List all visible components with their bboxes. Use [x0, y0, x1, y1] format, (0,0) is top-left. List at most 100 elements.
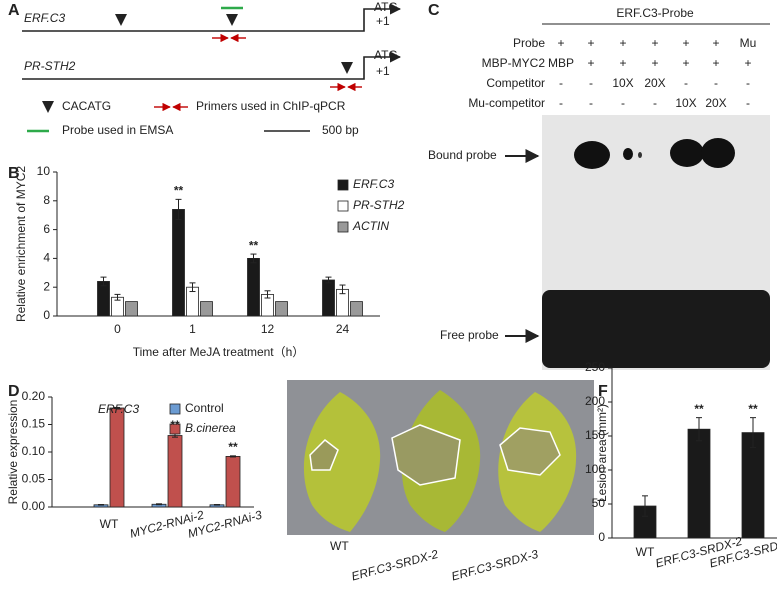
panel-label: B	[8, 165, 20, 182]
legend-label: ACTIN	[352, 219, 389, 233]
row-cell: -	[589, 76, 593, 90]
error-bar	[175, 198, 182, 221]
y-tick-label: 10	[37, 164, 51, 178]
row-cell: -	[589, 96, 593, 110]
row-cell: 10X	[612, 76, 633, 90]
annotation: **	[228, 440, 238, 454]
row-label: Probe	[513, 36, 545, 50]
gene-line	[22, 51, 402, 80]
legend-label: ERF.C3	[353, 177, 394, 191]
error-bar	[750, 417, 756, 449]
y-tick-label: 0.10	[22, 444, 46, 458]
bar	[97, 281, 110, 317]
error-bar	[156, 503, 162, 506]
row-cell: +	[557, 36, 564, 50]
chart-title: ERF.C3	[98, 402, 139, 416]
error-bar	[114, 293, 121, 301]
row-cell: +	[619, 56, 626, 70]
row-cell: +	[651, 56, 658, 70]
y-tick-label: 250	[585, 360, 605, 374]
y-tick-label: 0.15	[22, 417, 46, 431]
annotation: **	[694, 402, 704, 416]
error-bar	[214, 504, 220, 506]
error-bar	[325, 276, 332, 284]
bar	[172, 209, 185, 317]
tss: +1	[376, 14, 390, 28]
legend-text: 500 bp	[322, 123, 359, 137]
legend-label: PR-STH2	[353, 198, 405, 212]
genotype-label: ERF.C3-SRDX-2	[350, 547, 440, 584]
x-tick-label: WT	[100, 517, 119, 531]
panel-c: ERF.C3-Probe Bound probe Free probe Prob…	[428, 6, 770, 370]
bar	[275, 301, 288, 317]
row-cell: +	[682, 56, 689, 70]
panel-label: C	[428, 2, 440, 19]
band	[638, 152, 642, 158]
bar	[322, 279, 335, 317]
x-tick-label: 24	[336, 322, 350, 336]
row-cell: -	[746, 76, 750, 90]
y-tick-label: 200	[585, 394, 605, 408]
error-bar	[114, 406, 120, 410]
motif	[115, 14, 127, 26]
annotation: **	[170, 418, 180, 432]
y-tick-label: 150	[585, 428, 605, 442]
row-cell: -	[653, 96, 657, 110]
row-cell: +	[619, 36, 626, 50]
band	[701, 138, 735, 168]
y-tick-label: 0.05	[22, 472, 46, 486]
row-cell: +	[651, 36, 658, 50]
band	[574, 141, 610, 169]
genotype-label: ERF.C3-SRDX-3	[450, 547, 540, 584]
panel-a: ERF.C3 ATG +1 PR-STH2 ATG +1 CACATG Prim…	[22, 0, 402, 137]
legend-label: B.cinerea	[185, 421, 236, 435]
row-cell: +	[712, 36, 719, 50]
gel-label: Free probe	[440, 328, 499, 342]
y-tick-label: 8	[43, 193, 50, 207]
error-bar	[339, 284, 346, 295]
y-axis-label: Lesion area (mm²)	[595, 404, 609, 502]
lesion	[499, 427, 561, 476]
error-bar	[696, 417, 702, 442]
annotation: **	[174, 184, 184, 198]
row-cell: Mu	[740, 36, 757, 50]
panel-label: F	[598, 383, 608, 400]
leaf	[303, 392, 381, 532]
bar	[350, 301, 363, 317]
panel-e: WT ERF.C3-SRDX-2 ERF.C3-SRDX-3	[287, 380, 594, 583]
panel-label: A	[8, 2, 20, 19]
row-cell: +	[587, 36, 594, 50]
y-tick-label: 50	[592, 496, 606, 510]
row-label: MBP-MYC2	[482, 56, 546, 70]
x-axis-label: Time after MeJA treatment（h）	[133, 345, 305, 359]
row-cell: +	[712, 56, 719, 70]
row-label: Mu-competitor	[468, 96, 545, 110]
legend-text: Probe used in EMSA	[62, 123, 173, 137]
panel-label: D	[8, 383, 20, 400]
legend-swatch	[169, 403, 181, 415]
tss: +1	[376, 64, 390, 78]
y-axis-label: Relative enrichment of MYC2	[14, 166, 28, 322]
error-bar	[264, 290, 271, 299]
error-bar	[98, 504, 104, 506]
bar	[167, 435, 183, 508]
y-tick-label: 6	[43, 222, 50, 236]
y-tick-label: 4	[43, 251, 50, 265]
error-bar	[642, 495, 648, 517]
y-tick-label: 100	[585, 462, 605, 476]
bar	[687, 428, 711, 539]
row-cell: +	[682, 36, 689, 50]
gel-label: Bound probe	[428, 148, 497, 162]
free-band	[542, 290, 770, 368]
gene-name: PR-STH2	[24, 59, 76, 73]
y-tick-label: 0.20	[22, 389, 46, 403]
y-axis-label: Relative expression	[6, 400, 20, 505]
bar	[109, 407, 125, 508]
row-cell: +	[744, 56, 751, 70]
gene-line	[22, 3, 402, 32]
y-tick-label: 0.00	[22, 499, 46, 513]
row-cell: 20X	[705, 96, 726, 110]
band	[670, 139, 704, 167]
error-bar	[100, 276, 107, 287]
error-bar	[230, 455, 236, 458]
